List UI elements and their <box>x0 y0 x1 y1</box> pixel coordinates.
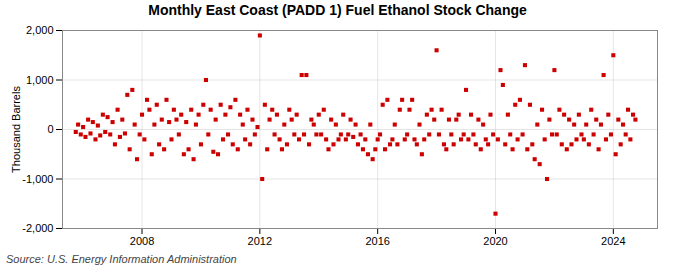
svg-text:2008: 2008 <box>130 235 154 247</box>
svg-text:2012: 2012 <box>248 235 272 247</box>
svg-text:2,000: 2,000 <box>26 24 54 36</box>
html-text:Source: U.S. Energy Informatio: Source: U.S. Energy Information Administ… <box>6 253 237 265</box>
svg-text:Thousand Barrels: Thousand Barrels <box>10 86 22 173</box>
svg-text:-2,000: -2,000 <box>22 222 53 234</box>
svg-text:2016: 2016 <box>365 235 389 247</box>
svg-text:2024: 2024 <box>601 235 625 247</box>
svg-text:0: 0 <box>47 123 53 135</box>
svg-text:2020: 2020 <box>483 235 507 247</box>
svg-text:-1,000: -1,000 <box>22 173 53 185</box>
svg-text:1,000: 1,000 <box>26 74 54 86</box>
html-text:Monthly East Coast (PADD 1) Fu: Monthly East Coast (PADD 1) Fuel Ethanol… <box>148 2 527 18</box>
